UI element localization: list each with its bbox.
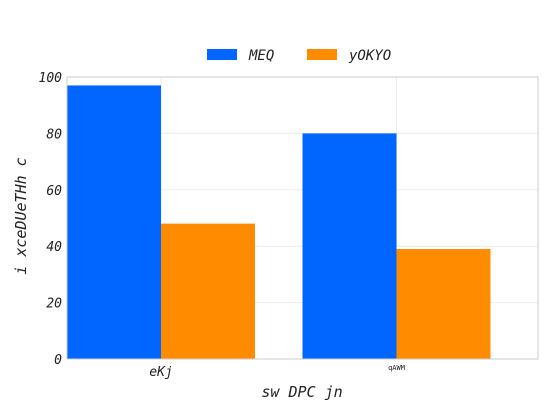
x-tick-label-0: eKj (149, 365, 172, 380)
x-tick-label-1: qAWM (388, 364, 405, 372)
y-tick-label-5: 100 (39, 71, 63, 86)
bars (67, 85, 491, 360)
legend-label-0: MEQ (248, 48, 274, 64)
y-axis-ticks: 0 20 40 60 80 100 (39, 71, 63, 368)
legend-label-1: yOKYO (348, 48, 391, 64)
y-tick-label-2: 40 (46, 240, 62, 255)
legend-swatch-0 (207, 49, 237, 60)
legend-swatch-1 (307, 49, 337, 60)
bar-MEQ-qAWM (302, 133, 397, 359)
y-tick-label-4: 80 (46, 127, 62, 142)
y-tick-label-3: 60 (46, 184, 62, 199)
y-axis-label: i xceDUeTHh c (12, 157, 30, 274)
plot-frame (66, 76, 539, 360)
bar-yOKYO-qAWM (396, 249, 491, 359)
legend: MEQ yOKYO (207, 48, 391, 64)
y-tick-label-1: 20 (46, 297, 62, 312)
bar-yOKYO-eKj (161, 223, 255, 359)
x-axis-label: sw DPC jn (261, 383, 342, 401)
y-tick-label-0: 0 (54, 353, 62, 368)
x-axis-ticks: eKj qAWM (149, 364, 405, 380)
bar-MEQ-eKj (67, 85, 161, 360)
